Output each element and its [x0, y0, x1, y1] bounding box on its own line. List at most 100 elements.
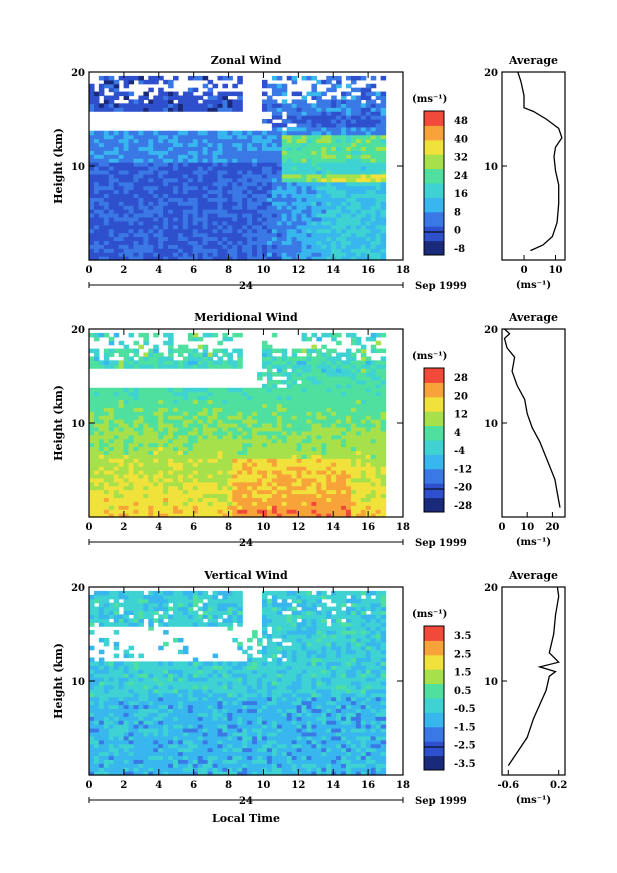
heatmap-cell [93, 138, 100, 144]
heatmap-cell [98, 103, 105, 108]
heatmap-cell [123, 213, 130, 218]
heatmap-cell [163, 154, 169, 159]
heatmap-cell [316, 205, 322, 210]
heatmap-cell [301, 126, 308, 132]
heatmap-cell [128, 181, 135, 187]
heatmap-cell [232, 403, 238, 408]
heatmap-cell [350, 481, 357, 487]
heatmap-cell [237, 138, 243, 144]
heatmap-cell [261, 485, 268, 491]
heatmap-cell [316, 126, 322, 132]
heatmap-cell [375, 236, 382, 242]
heatmap-cell [89, 142, 95, 148]
heatmap-cell [148, 364, 154, 369]
heatmap-cell [143, 248, 149, 253]
heatmap-cell [143, 336, 149, 342]
heatmap-cell [350, 154, 357, 159]
heatmap-cell [341, 181, 347, 187]
heatmap-cell [350, 111, 357, 116]
heatmap-cell [296, 454, 303, 459]
heatmap-cell [212, 166, 219, 171]
heatmap-cell [93, 415, 100, 420]
heatmap-cell [113, 248, 120, 253]
heatmap-cell [311, 485, 317, 491]
heatmap-cell [291, 513, 298, 518]
heatmap-cell [217, 240, 224, 245]
heatmap-cell [128, 466, 135, 471]
heatmap-cell [301, 403, 308, 408]
heatmap-cell [355, 138, 362, 144]
heatmap-cell [306, 489, 313, 495]
heatmap-cell [237, 446, 243, 452]
heatmap-cell [350, 454, 357, 459]
heatmap-cell [108, 430, 115, 436]
heatmap-cell [286, 454, 293, 459]
heatmap-cell [217, 169, 224, 175]
heatmap-cell [346, 501, 352, 506]
heatmap-cell [133, 213, 140, 218]
heatmap-cell [232, 332, 238, 338]
heatmap-cell [108, 426, 115, 432]
heatmap-cell [138, 99, 144, 104]
heatmap-cell [296, 134, 303, 140]
heatmap-cell [118, 419, 125, 424]
heatmap-cell [281, 91, 288, 97]
heatmap-cell [197, 95, 204, 101]
heatmap-cell [158, 442, 164, 448]
heatmap-cell [331, 336, 337, 342]
heatmap-cell [177, 248, 184, 253]
heatmap-cell [375, 505, 382, 510]
heatmap-cell [158, 466, 164, 471]
heatmap-cell [227, 419, 233, 424]
heatmap-cell [321, 446, 327, 452]
heatmap-cell [261, 83, 268, 89]
heatmap-cell [168, 244, 174, 249]
heatmap-cell [222, 473, 228, 479]
heatmap-cell [113, 454, 120, 459]
heatmap-cell [276, 209, 283, 214]
heatmap-cell [286, 395, 293, 401]
heatmap-cell [173, 158, 179, 163]
heatmap-cell [326, 107, 332, 112]
heatmap-cell [138, 395, 144, 401]
heatmap-cell [281, 415, 288, 420]
heatmap-cell [336, 352, 342, 358]
heatmap-cell [301, 75, 308, 81]
heatmap-cell [207, 360, 214, 365]
heatmap-cell [370, 138, 377, 144]
heatmap-cell [321, 79, 327, 85]
heatmap-cell [326, 138, 332, 144]
heatmap-cell [257, 228, 263, 234]
heatmap-cell [173, 419, 179, 424]
heatmap-cell [143, 407, 149, 412]
heatmap-cell [296, 162, 303, 167]
heatmap-cell [212, 205, 219, 210]
heatmap-cell [187, 391, 194, 397]
heatmap-cell [138, 411, 144, 416]
heatmap-cell [108, 513, 115, 518]
heatmap-cell [192, 252, 199, 257]
x-tick-label: 14 [326, 522, 340, 533]
heatmap-cell [346, 103, 352, 108]
heatmap-cell [212, 193, 219, 198]
heatmap-cell [321, 489, 327, 495]
heatmap-cell [89, 497, 95, 502]
heatmap-cell [321, 115, 327, 120]
heatmap-cell [89, 704, 95, 710]
heatmap-cell [380, 107, 387, 112]
heatmap-cell [242, 224, 248, 230]
heatmap-cell [98, 173, 105, 179]
heatmap-cell [261, 232, 268, 238]
heatmap-cell [316, 134, 322, 140]
heatmap-cell [212, 454, 219, 459]
heatmap-cell [247, 473, 253, 479]
heatmap-cell [108, 138, 115, 144]
heatmap-cell [306, 91, 313, 97]
heatmap-cell [158, 228, 164, 234]
heatmap-cell [286, 481, 293, 487]
heatmap-cell [133, 201, 140, 206]
heatmap-cell [380, 126, 387, 132]
heatmap-cell [370, 336, 377, 342]
heatmap-cell [291, 473, 298, 479]
heatmap-cell [207, 411, 214, 416]
